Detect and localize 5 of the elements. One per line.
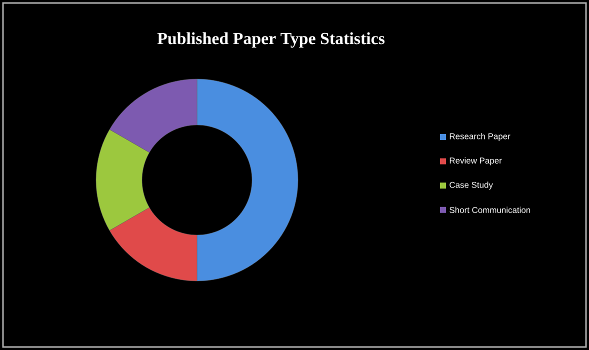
legend-label: Case Study xyxy=(450,182,493,190)
legend-label: Short Communication xyxy=(450,206,530,214)
chart-title: Published Paper Type Statistics xyxy=(157,32,385,48)
legend-label: Research Paper xyxy=(450,133,510,141)
legend-label: Review Paper xyxy=(450,157,502,166)
